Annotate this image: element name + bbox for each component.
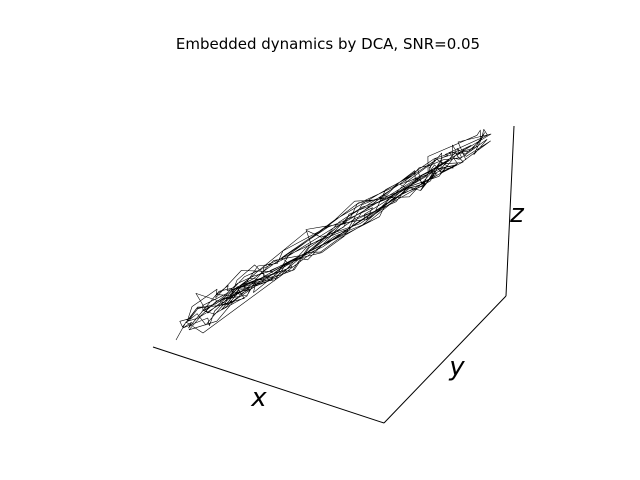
y-axis-line	[384, 296, 506, 423]
trajectory-line	[176, 129, 491, 340]
y-axis-label: y	[448, 352, 465, 382]
x-axis-line	[153, 347, 384, 423]
x-axis-label: x	[250, 383, 267, 413]
chart-title: Embedded dynamics by DCA, SNR=0.05	[176, 35, 480, 53]
trajectory-series	[176, 129, 491, 340]
z-axis-label: z	[509, 199, 525, 229]
